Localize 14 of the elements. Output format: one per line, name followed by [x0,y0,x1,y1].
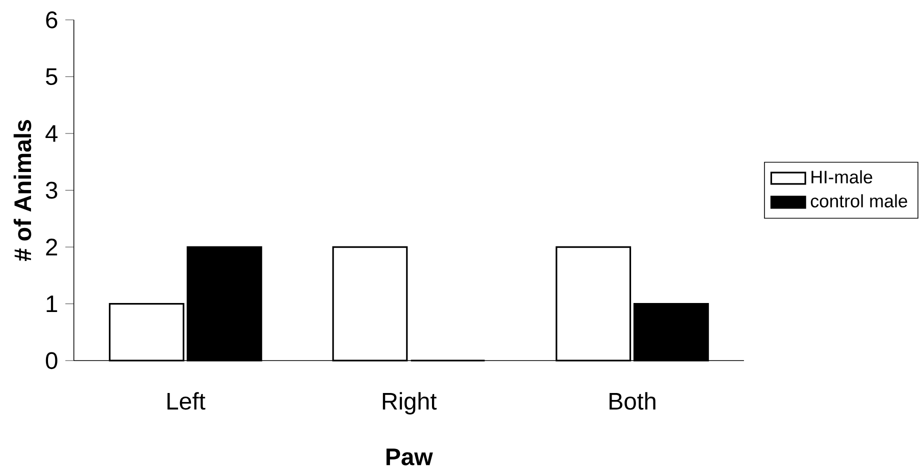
y-tick-label: 2 [46,238,58,256]
x-tick-label: Right [382,392,437,414]
x-axis-title: Paw [386,448,433,466]
y-tick-label: 6 [46,11,58,28]
x-tick-label: Both [610,392,656,410]
y-tick-label: 3 [46,182,58,199]
y-tick-label: 4 [46,125,58,142]
x-tick-label: Left [168,392,206,410]
y-tick-label: 5 [46,68,58,85]
legend-label: control male [810,194,908,208]
y-axis-title: # of Animals [14,120,32,261]
legend-label: HI-male [812,170,872,184]
y-tick-label: 0 [46,352,58,369]
y-tick-label: 1 [46,296,58,312]
